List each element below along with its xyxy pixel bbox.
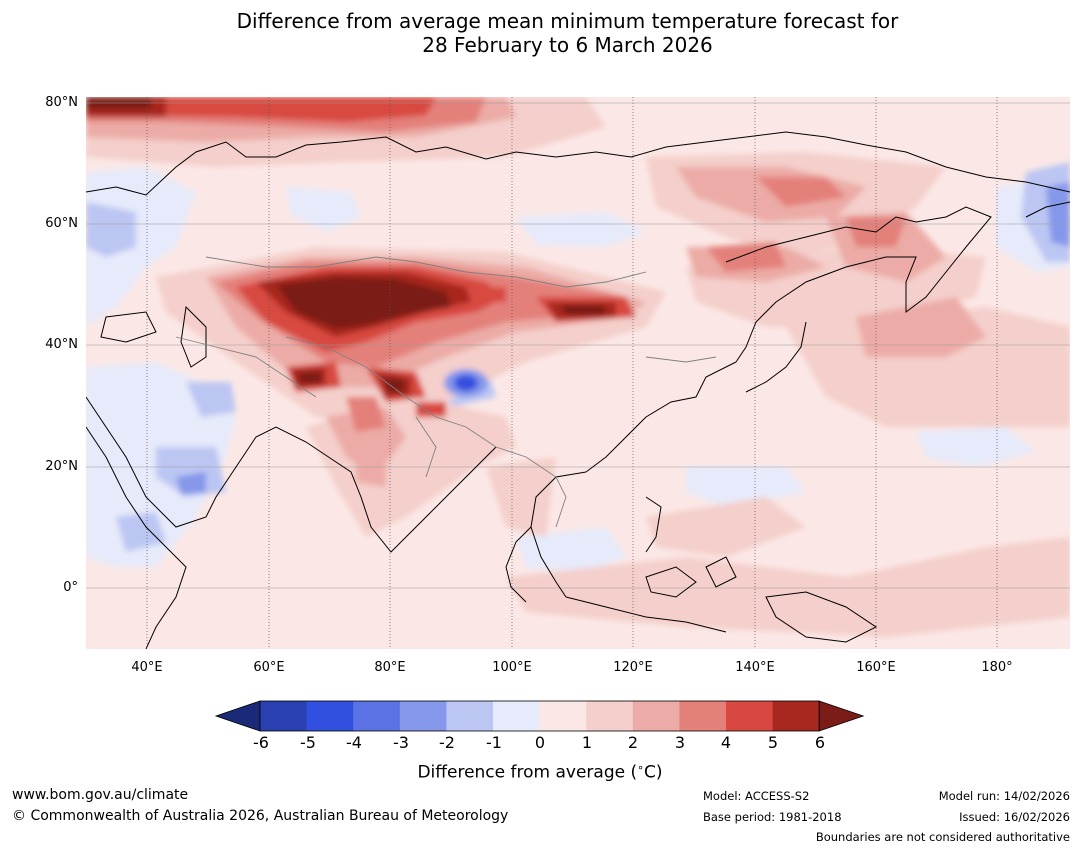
colorbar-tick: -4 [346, 733, 362, 752]
colorbar-cell [353, 701, 401, 731]
colorbar-cell [446, 701, 494, 731]
lon-label-100e: 100°E [492, 660, 532, 675]
coastlines [86, 131, 1070, 649]
lat-label-20n: 20°N [45, 459, 78, 474]
colorbar-tick: -1 [486, 733, 502, 752]
colorbar-tick: 4 [720, 733, 732, 752]
lon-label-160e: 160°E [856, 660, 896, 675]
colorbar-frame [259, 700, 820, 732]
model-run-text: Model run: 14/02/2026 [938, 789, 1070, 803]
colorbar-tick: -2 [439, 733, 455, 752]
colorbar-label: Difference from average (∘C) [417, 761, 663, 783]
disclaimer-text: Boundaries are not considered authoritat… [815, 830, 1070, 844]
temperature-anomaly-map [86, 97, 1070, 649]
colorbar-tick: -5 [300, 733, 316, 752]
colorbar-cell [260, 701, 308, 731]
colorbar-tick: 0 [534, 733, 546, 752]
lat-label-0: 0° [63, 580, 78, 595]
colorbar-cell [306, 701, 354, 731]
colorbar-cell [632, 701, 680, 731]
lon-label-80e: 80°E [374, 660, 406, 675]
anomaly-field [86, 97, 1070, 637]
lat-label-60n: 60°N [45, 216, 78, 231]
lon-label-40e: 40°E [131, 660, 163, 675]
model-text: Model: ACCESS-S2 [703, 789, 810, 803]
colorbar-extend-high [818, 700, 865, 732]
colorbar-cell [772, 701, 820, 731]
colorbar-cell [399, 701, 447, 731]
colorbar-cell [726, 701, 774, 731]
lon-label-60e: 60°E [253, 660, 285, 675]
lat-label-80n: 80°N [45, 95, 78, 110]
colorbar-extend-low [214, 700, 261, 732]
colorbar-tick: 6 [814, 733, 826, 752]
title-line-1: Difference from average mean minimum tem… [236, 9, 899, 33]
colorbar-cell [539, 701, 587, 731]
lon-label-140e: 140°E [735, 660, 775, 675]
copyright-text: © Commonwealth of Australia 2026, Austra… [12, 808, 509, 824]
map-title: Difference from average mean minimum tem… [0, 9, 1081, 57]
colorbar-cell [679, 701, 727, 731]
colorbar-cell [586, 701, 634, 731]
lat-label-40n: 40°N [45, 337, 78, 352]
colorbar-tick: -6 [253, 733, 269, 752]
title-line-2: 28 February to 6 March 2026 [422, 33, 713, 57]
colorbar-tick: 5 [767, 733, 779, 752]
colorbar-tick: 2 [627, 733, 639, 752]
colorbar-tick: 3 [674, 733, 686, 752]
lon-label-180: 180° [981, 660, 1013, 675]
graticule [146, 97, 998, 649]
colorbar [214, 700, 865, 732]
base-period-text: Base period: 1981-2018 [703, 810, 842, 824]
colorbar-tick: 1 [581, 733, 593, 752]
lon-label-120e: 120°E [613, 660, 653, 675]
colorbar-cell [493, 701, 541, 731]
website-link[interactable]: www.bom.gov.au/climate [12, 787, 189, 803]
issued-text: Issued: 16/02/2026 [959, 810, 1070, 824]
borders [175, 256, 717, 528]
colorbar-tick: -3 [393, 733, 409, 752]
